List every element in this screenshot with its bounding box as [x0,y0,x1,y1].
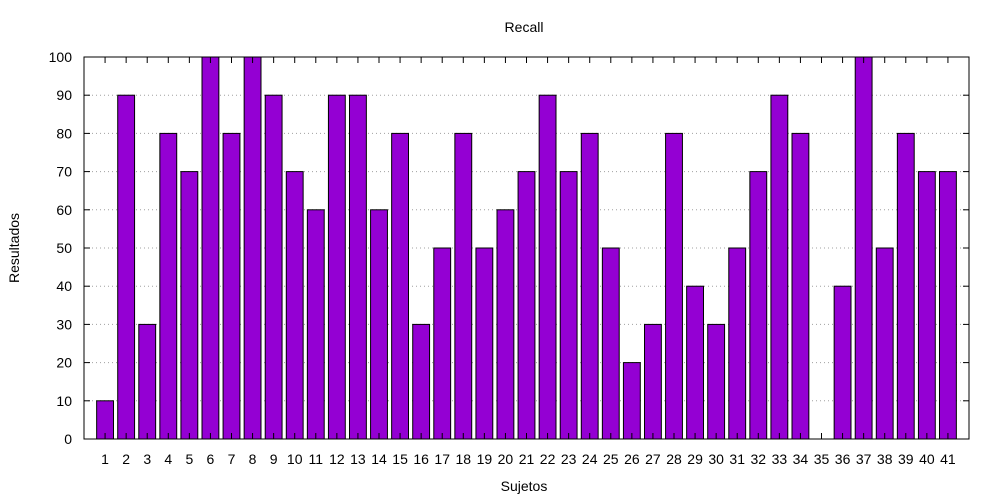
y-tick-label: 50 [56,240,72,256]
bar [264,94,283,440]
x-tick-label: 9 [270,451,278,467]
x-tick-label: 14 [371,451,387,467]
bar [201,56,220,440]
y-tick-label: 100 [49,49,73,65]
x-tick-label: 16 [413,451,429,467]
x-tick-label: 11 [309,451,324,467]
x-tick-label: 34 [793,451,809,467]
x-tick-label: 29 [687,451,703,467]
y-tick-label: 70 [56,164,72,180]
x-tick-label: 39 [898,451,914,467]
bar [580,132,599,440]
y-axis-ticks: 0 10 20 30 40 50 60 70 80 90 100 [49,49,969,447]
x-tick-label: 6 [207,451,215,467]
y-tick-label: 0 [64,431,72,447]
x-tick-label: 5 [185,451,193,467]
bar [327,94,346,440]
x-tick-label: 37 [856,451,872,467]
y-axis-label: Resultados [6,213,22,283]
bar [349,94,367,440]
x-tick-label: 33 [772,451,788,467]
chart-title: Recall [505,19,544,35]
bar [939,171,957,440]
bar [770,94,789,440]
bar [917,171,936,440]
bar [538,94,557,440]
bar [243,56,262,440]
x-tick-label: 19 [477,451,493,467]
bar [412,323,431,440]
x-tick-label: 38 [877,451,893,467]
bar [433,247,452,440]
x-tick-label: 36 [835,451,851,467]
y-tick-label: 10 [56,393,72,409]
bars [96,56,957,440]
bar [749,171,768,440]
bar [496,209,515,440]
x-tick-label: 3 [143,451,151,467]
bar [854,56,873,440]
bar [475,247,494,440]
x-tick-label: 41 [940,451,956,467]
bar [665,132,683,440]
bar [833,285,852,440]
x-tick-label: 21 [519,451,535,467]
x-tick-label: 31 [729,451,745,467]
x-tick-label: 12 [329,451,345,467]
x-tick-label: 18 [455,451,471,467]
x-tick-label: 30 [708,451,724,467]
y-tick-label: 30 [56,316,72,332]
bar [728,247,747,440]
x-tick-label: 24 [582,451,598,467]
bar [370,209,388,440]
bar [391,132,409,440]
bar [222,132,241,440]
bar [285,171,304,440]
bar [159,132,178,440]
bar [117,94,136,440]
x-tick-label: 15 [392,451,408,467]
bar [707,323,726,440]
x-tick-label: 22 [540,451,556,467]
x-tick-label: 27 [645,451,661,467]
bar [306,209,325,440]
bar [644,323,662,440]
x-tick-label: 8 [249,451,257,467]
x-tick-label: 17 [434,451,450,467]
x-tick-label: 20 [498,451,514,467]
y-tick-label: 40 [56,278,72,294]
bar [138,323,157,440]
bar [180,171,199,440]
bar [559,171,578,440]
x-axis-label: Sujetos [501,478,548,494]
x-tick-label: 32 [750,451,766,467]
x-tick-label: 10 [287,451,303,467]
x-tick-label: 25 [603,451,619,467]
x-tick-label: 40 [919,451,935,467]
y-tick-label: 80 [56,125,72,141]
bar [896,132,915,440]
bar [875,247,894,440]
x-tick-label: 13 [350,451,366,467]
x-tick-label: 7 [228,451,236,467]
bar [791,132,810,440]
x-tick-label: 26 [624,451,640,467]
x-tick-label: 4 [164,451,172,467]
bar [454,132,473,440]
bar [601,247,620,440]
y-tick-label: 60 [56,202,72,218]
y-tick-label: 20 [56,355,72,371]
bar [517,171,536,440]
y-tick-label: 90 [56,87,72,103]
x-tick-label: 35 [814,451,830,467]
x-tick-label: 28 [666,451,682,467]
x-tick-label: 2 [122,451,130,467]
bar [622,362,641,440]
x-tick-label: 1 [101,451,109,467]
bar [686,285,705,440]
x-tick-label: 23 [561,451,577,467]
x-axis-ticks: 1 2 3 4 5 6 7 8 9 10 11 12 13 14 15 16 17 18 19 20 21 22 23 24 2… [101,57,956,467]
